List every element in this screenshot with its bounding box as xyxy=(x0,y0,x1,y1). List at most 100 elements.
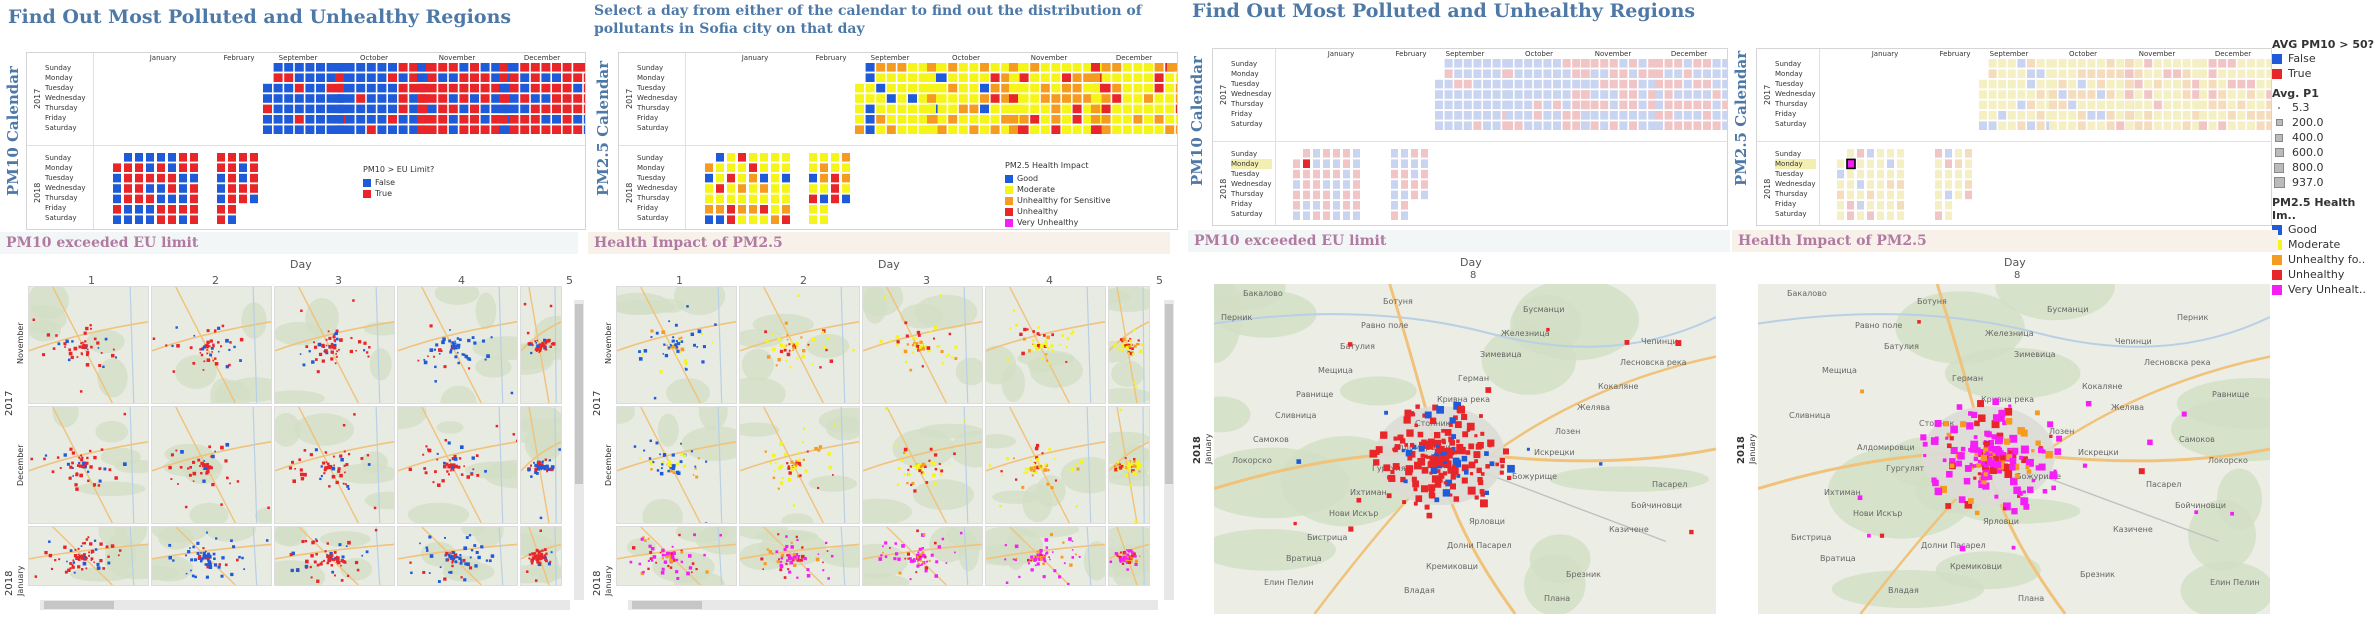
calendar-day-cell[interactable] xyxy=(1112,73,1122,82)
calendar-day-cell[interactable] xyxy=(480,83,490,93)
sensor-marker[interactable] xyxy=(1447,453,1453,459)
calendar-day-cell[interactable] xyxy=(284,94,294,103)
calendar-day-cell[interactable] xyxy=(1175,104,1177,114)
sensor-marker[interactable] xyxy=(2009,457,2017,465)
calendar-day-cell[interactable] xyxy=(1133,104,1143,114)
sensor-marker[interactable] xyxy=(1448,422,1453,427)
calendar-day-cell[interactable] xyxy=(1122,73,1132,82)
calendar-day-cell[interactable] xyxy=(157,163,165,172)
calendar-day-cell[interactable] xyxy=(831,184,839,193)
calendar-day-cell[interactable] xyxy=(1945,169,1952,179)
calendar-day-cell[interactable] xyxy=(1955,180,1962,189)
calendar-day-cell[interactable] xyxy=(438,73,448,82)
calendar-day-cell[interactable] xyxy=(398,125,408,134)
calendar-day-cell[interactable] xyxy=(1664,100,1673,110)
calendar-day-cell[interactable] xyxy=(520,73,530,82)
calendar-day-cell[interactable] xyxy=(2208,100,2217,110)
calendar-day-cell[interactable] xyxy=(820,163,828,172)
calendar-day-cell[interactable] xyxy=(1333,159,1340,168)
sensor-marker[interactable] xyxy=(1985,451,1990,456)
calendar-day-cell[interactable] xyxy=(1154,104,1164,114)
sensor-marker[interactable] xyxy=(1956,460,1963,467)
calendar-day-cell[interactable] xyxy=(113,184,121,193)
calendar-day-cell[interactable] xyxy=(1683,79,1692,89)
sensor-marker[interactable] xyxy=(2038,463,2046,471)
calendar-day-cell[interactable] xyxy=(1051,63,1061,72)
sensor-marker[interactable] xyxy=(1943,420,1949,427)
calendar-day-cell[interactable] xyxy=(294,94,304,103)
calendar-day-cell[interactable] xyxy=(1313,211,1320,220)
calendar-day-cell[interactable] xyxy=(2163,69,2172,78)
small-multiple-map[interactable] xyxy=(739,406,860,524)
calendar-day-cell[interactable] xyxy=(2218,121,2227,130)
calendar-day-cell[interactable] xyxy=(1122,63,1132,72)
calendar-day-cell[interactable] xyxy=(782,173,790,183)
calendar-day-cell[interactable] xyxy=(409,83,419,93)
calendar-day-cell[interactable] xyxy=(438,94,448,103)
calendar-day-cell[interactable] xyxy=(135,194,143,204)
calendar-day-cell[interactable] xyxy=(1343,190,1350,200)
sensor-marker[interactable] xyxy=(1599,462,1603,466)
small-multiple-map[interactable] xyxy=(28,406,149,524)
sensor-marker[interactable] xyxy=(1449,417,1456,424)
calendar-day-cell[interactable] xyxy=(326,104,336,114)
sensor-marker[interactable] xyxy=(1994,448,2000,454)
sensor-marker[interactable] xyxy=(1485,387,1492,393)
calendar-day-cell[interactable] xyxy=(305,94,315,103)
calendar-day-cell[interactable] xyxy=(228,153,236,162)
calendar-day-cell[interactable] xyxy=(897,73,907,82)
sensor-marker[interactable] xyxy=(1384,410,1389,415)
calendar-day-cell[interactable] xyxy=(727,163,735,172)
calendar-day-cell[interactable] xyxy=(1303,190,1310,200)
calendar-day-cell[interactable] xyxy=(562,94,572,103)
calendar-day-cell[interactable] xyxy=(356,125,366,134)
sensor-marker[interactable] xyxy=(1484,490,1489,496)
calendar-day-cell[interactable] xyxy=(2134,100,2143,110)
calendar-day-cell[interactable] xyxy=(530,94,540,103)
middle-vertical-scrollbar[interactable] xyxy=(1164,300,1174,600)
calendar-day-cell[interactable] xyxy=(886,115,896,124)
calendar-day-cell[interactable] xyxy=(2227,100,2236,110)
calendar-day-cell[interactable] xyxy=(1572,79,1581,89)
calendar-day-cell[interactable] xyxy=(273,94,283,103)
avg-legend-item[interactable]: True xyxy=(2272,66,2376,81)
calendar-day-cell[interactable] xyxy=(1581,100,1589,110)
calendar-day-cell[interactable] xyxy=(2116,111,2125,120)
calendar-day-cell[interactable] xyxy=(1401,149,1408,158)
calendar-day-cell[interactable] xyxy=(1483,121,1491,130)
calendar-day-cell[interactable] xyxy=(2125,90,2133,99)
calendar-day-cell[interactable] xyxy=(1562,111,1571,120)
calendar-day-cell[interactable] xyxy=(2068,69,2077,78)
calendar-day-cell[interactable] xyxy=(1655,121,1663,130)
calendar-day-cell[interactable] xyxy=(1703,100,1711,110)
calendar-day-cell[interactable] xyxy=(2106,121,2115,130)
pm25-big-map[interactable]: Бакалово Батулия Кривна река Искрецки Бойчин… xyxy=(1757,250,2332,618)
calendar-day-cell[interactable] xyxy=(356,63,366,72)
calendar-day-cell[interactable] xyxy=(2153,100,2162,110)
calendar-day-cell[interactable] xyxy=(530,104,540,114)
calendar-day-cell[interactable] xyxy=(1683,111,1692,120)
calendar-day-cell[interactable] xyxy=(1463,90,1472,99)
calendar-day-cell[interactable] xyxy=(1040,104,1050,114)
calendar-day-cell[interactable] xyxy=(1051,73,1061,82)
calendar-day-cell[interactable] xyxy=(1693,100,1702,110)
calendar-day-cell[interactable] xyxy=(2125,100,2133,110)
calendar-day-cell[interactable] xyxy=(1600,100,1609,110)
calendar-day-cell[interactable] xyxy=(948,83,958,93)
calendar-day-cell[interactable] xyxy=(2237,59,2246,68)
calendar-day-cell[interactable] xyxy=(2049,90,2057,99)
calendar-day-cell[interactable] xyxy=(1877,180,1884,189)
calendar-day-cell[interactable] xyxy=(937,73,947,82)
calendar-day-cell[interactable] xyxy=(782,163,790,172)
calendar-day-cell[interactable] xyxy=(190,163,198,172)
sensor-marker[interactable] xyxy=(1980,472,1989,481)
calendar-day-cell[interactable] xyxy=(1524,69,1533,78)
sensor-marker[interactable] xyxy=(2230,511,2234,516)
calendar-day-cell[interactable] xyxy=(1454,100,1463,110)
sensor-marker[interactable] xyxy=(1945,503,1952,509)
calendar-day-cell[interactable] xyxy=(179,153,187,162)
sensor-marker[interactable] xyxy=(1405,449,1413,457)
calendar-day-cell[interactable] xyxy=(263,83,272,93)
calendar-day-cell[interactable] xyxy=(2153,121,2162,130)
calendar-day-cell[interactable] xyxy=(1091,73,1100,82)
